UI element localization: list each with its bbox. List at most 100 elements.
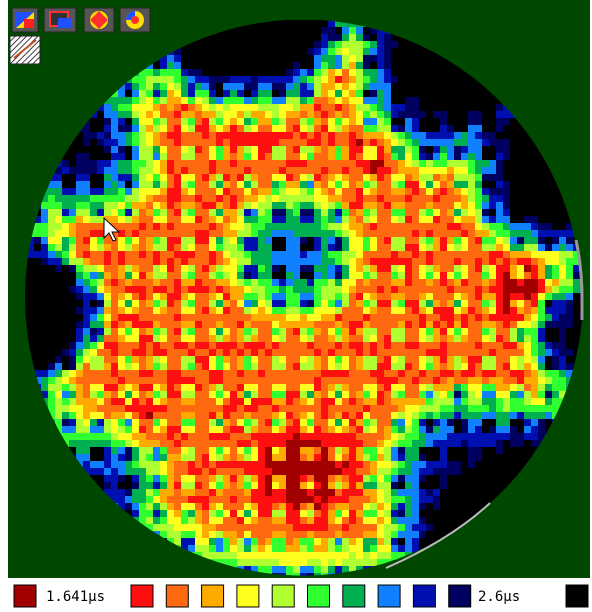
heat-cell [545, 195, 553, 203]
heat-cell [377, 489, 385, 497]
heat-cell [265, 181, 273, 189]
heat-cell [202, 69, 210, 77]
heat-cell [412, 363, 420, 371]
heat-cell [405, 363, 413, 371]
heat-cell [384, 237, 392, 245]
heat-cell [48, 363, 56, 371]
heat-cell [321, 496, 329, 504]
heat-cell [174, 62, 182, 70]
heat-cell [188, 419, 196, 427]
heat-cell [342, 160, 350, 168]
heat-cell [419, 475, 427, 483]
heat-cell [244, 160, 252, 168]
heat-cell [139, 370, 147, 378]
heat-cell [223, 181, 231, 189]
heat-cell [538, 433, 546, 441]
heat-cell [468, 349, 476, 357]
heat-cell [209, 405, 217, 413]
heat-cell [524, 300, 532, 308]
heat-cell [244, 237, 252, 245]
heat-cell [251, 111, 259, 119]
heat-cell [104, 328, 112, 336]
heat-cell [328, 370, 336, 378]
heat-cell [195, 146, 203, 154]
heat-cell [405, 153, 413, 161]
heat-cell [475, 209, 483, 217]
heat-cell [349, 293, 357, 301]
heat-cell [300, 489, 308, 497]
heat-cell [363, 412, 371, 420]
heat-cell [174, 300, 182, 308]
heat-cell [335, 349, 343, 357]
heat-cell [461, 461, 469, 469]
heat-cell [41, 279, 49, 287]
heat-cell [503, 188, 511, 196]
heat-cell [167, 62, 175, 70]
heat-cell [496, 321, 504, 329]
heat-cell [349, 48, 357, 56]
heat-cell [433, 181, 441, 189]
heat-cell [160, 293, 168, 301]
heat-cell [125, 181, 133, 189]
heat-cell [272, 230, 280, 238]
heat-cell [503, 244, 511, 252]
heat-cell [496, 104, 504, 112]
heat-cell [391, 279, 399, 287]
heat-cell [391, 202, 399, 210]
heat-cell [391, 447, 399, 455]
heat-cell [377, 153, 385, 161]
heat-cell [139, 405, 147, 413]
heat-cell [412, 461, 420, 469]
heat-cell [510, 328, 518, 336]
heat-cell [146, 468, 154, 476]
heat-cell [244, 328, 252, 336]
heat-cell [244, 356, 252, 364]
heat-cell [293, 468, 301, 476]
heat-cell [349, 384, 357, 392]
heat-cell [251, 433, 259, 441]
heat-cell [160, 461, 168, 469]
heat-cell [426, 307, 434, 315]
heat-cell [153, 363, 161, 371]
heat-cell [104, 489, 112, 497]
heat-cell [230, 524, 238, 532]
heat-cell [97, 118, 105, 126]
heat-cell [244, 349, 252, 357]
heat-cell [349, 167, 357, 175]
heat-cell [433, 97, 441, 105]
heat-cell [321, 433, 329, 441]
heat-cell [195, 363, 203, 371]
heat-cell [447, 447, 455, 455]
heat-cell [97, 104, 105, 112]
heat-cell [76, 153, 84, 161]
heat-cell [433, 160, 441, 168]
heat-cell [195, 111, 203, 119]
heat-cell [188, 188, 196, 196]
heat-cell [552, 391, 560, 399]
heat-cell [419, 69, 427, 77]
heat-cell [258, 398, 266, 406]
heat-cell [503, 300, 511, 308]
heat-cell [356, 398, 364, 406]
heat-cell [356, 496, 364, 504]
heat-cell [160, 181, 168, 189]
heat-cell [475, 503, 483, 511]
heat-cell [209, 447, 217, 455]
heat-cell [342, 426, 350, 434]
heat-cell [244, 447, 252, 455]
heat-cell [293, 447, 301, 455]
heat-cell [363, 251, 371, 259]
heat-cell [405, 55, 413, 63]
heat-cell [160, 69, 168, 77]
heat-cell [454, 76, 462, 84]
heat-cell [447, 230, 455, 238]
heat-cell [363, 314, 371, 322]
heat-cell [293, 349, 301, 357]
heat-cell [426, 167, 434, 175]
heat-cell [328, 405, 336, 413]
heat-cell [202, 34, 210, 42]
heat-cell [440, 146, 448, 154]
heat-cell [412, 118, 420, 126]
heat-cell [454, 216, 462, 224]
heat-cell [146, 384, 154, 392]
